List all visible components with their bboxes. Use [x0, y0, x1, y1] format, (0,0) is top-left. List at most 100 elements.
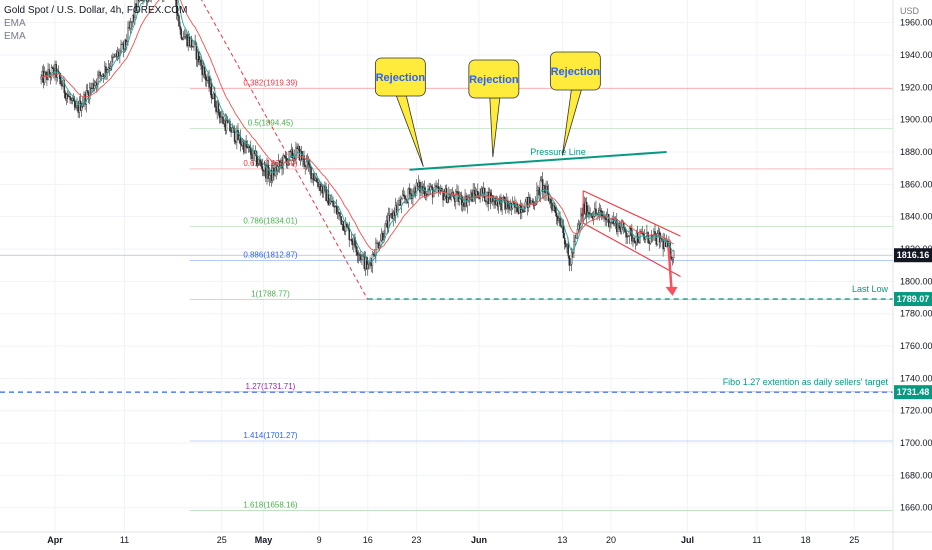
- candle-body: [553, 205, 556, 208]
- candle-body: [563, 237, 566, 245]
- candle-body: [380, 233, 383, 241]
- time-tick-label: 20: [606, 535, 616, 545]
- indicator-legend-1[interactable]: EMA: [4, 18, 26, 29]
- time-tick-label: Jul: [681, 535, 694, 545]
- price-tick-label: 1780.00: [900, 309, 932, 319]
- candle-body: [415, 182, 418, 196]
- candle-body: [539, 180, 542, 196]
- candle-body: [199, 59, 201, 63]
- pressure-line: [409, 151, 667, 171]
- candle-body: [76, 105, 78, 108]
- candle-body: [138, 0, 141, 2]
- candle-body: [605, 218, 608, 221]
- candle-body: [341, 221, 344, 225]
- candle-body: [259, 159, 261, 163]
- candle-body: [285, 158, 288, 165]
- callout-pointer: [395, 95, 424, 167]
- candle-body: [510, 203, 513, 209]
- candle-body: [75, 106, 77, 109]
- candle-body: [214, 93, 216, 107]
- candle-body: [621, 222, 624, 228]
- price-tick-label: 1900.00: [900, 115, 932, 125]
- candle-body: [339, 212, 341, 217]
- candle-body: [229, 121, 231, 132]
- candle-body: [348, 228, 351, 240]
- candle-body: [63, 80, 66, 93]
- candle-body: [568, 255, 571, 266]
- candle-body: [255, 151, 258, 166]
- candle-body: [584, 202, 587, 214]
- candle-body: [62, 80, 64, 87]
- candle-body: [617, 222, 619, 232]
- candle-body: [311, 173, 313, 180]
- candle-body: [585, 202, 588, 218]
- candle-body: [419, 181, 421, 193]
- candle-body: [662, 239, 664, 250]
- candle-body: [431, 186, 434, 198]
- time-tick-label: Jun: [471, 535, 487, 545]
- candle-body: [616, 218, 618, 232]
- candle-body: [648, 242, 651, 244]
- candle-body: [356, 251, 359, 256]
- down-arrow-shaft: [667, 247, 673, 291]
- last-low-badge-bg: [894, 292, 932, 307]
- symbol-title[interactable]: Gold Spot / U.S. Dollar, 4h, FOREX.COM: [4, 5, 188, 16]
- candle-body: [631, 229, 633, 242]
- candle-body: [446, 197, 449, 203]
- candle-body: [619, 227, 622, 233]
- candle-body: [458, 198, 461, 202]
- candle-body: [121, 43, 123, 45]
- candle-body: [552, 205, 554, 211]
- candle-body: [224, 120, 227, 131]
- candle-body: [195, 43, 198, 60]
- candle-body: [258, 159, 260, 164]
- target-label: Fibo 1.27 extention as daily sellers' ta…: [723, 377, 889, 387]
- callout-pointer: [561, 89, 582, 156]
- candle-body: [663, 240, 666, 250]
- candle-body: [334, 205, 337, 208]
- candle-body: [460, 194, 463, 206]
- candle-body: [219, 116, 222, 119]
- down-arrow-head: [665, 286, 678, 296]
- candle-body: [72, 98, 75, 102]
- callout-text: Rejection: [469, 74, 519, 86]
- candle-body: [262, 170, 265, 172]
- fib-level-label: 1.618(1658.16): [243, 501, 298, 510]
- candle-body: [389, 213, 391, 216]
- candle-body: [599, 210, 602, 212]
- candle-body: [543, 185, 545, 192]
- candle-body: [120, 44, 122, 52]
- candle-body: [54, 64, 56, 75]
- candle-body: [629, 227, 632, 230]
- candle-body: [485, 200, 487, 203]
- candle-body: [283, 155, 286, 157]
- indicator-legend-2[interactable]: EMA: [4, 31, 26, 42]
- candle-body: [450, 195, 452, 200]
- candle-body: [424, 193, 427, 196]
- candle-body: [296, 147, 298, 149]
- candle-body: [364, 257, 367, 269]
- candle-body: [92, 83, 95, 90]
- candle-body: [528, 197, 530, 208]
- candle-body: [471, 192, 473, 202]
- price-tick-label: 1740.00: [900, 373, 932, 383]
- candle-body: [378, 245, 381, 249]
- candle-body: [361, 255, 363, 260]
- fib-level-label: 0.786(1834.01): [243, 216, 298, 225]
- candle-body: [241, 141, 244, 146]
- candle-body: [426, 193, 428, 195]
- candle-body: [386, 220, 389, 229]
- candle-body: [207, 76, 209, 81]
- candle-body: [240, 143, 243, 146]
- candle-body: [351, 240, 354, 245]
- candle-body: [93, 85, 96, 90]
- candle-body: [462, 202, 464, 206]
- candle-body: [40, 76, 42, 80]
- drawings: Last Low Fibo 1.27 extention as daily sel…: [0, 51, 893, 393]
- candle-body: [112, 56, 114, 59]
- time-axis: Apr 11 25 May 9 16 23 Jun 13 20 Jul 11 18 25: [0, 531, 932, 545]
- candle-body: [109, 66, 112, 69]
- candle-body: [43, 72, 46, 83]
- candle-body: [592, 216, 595, 219]
- candle-body: [495, 200, 498, 205]
